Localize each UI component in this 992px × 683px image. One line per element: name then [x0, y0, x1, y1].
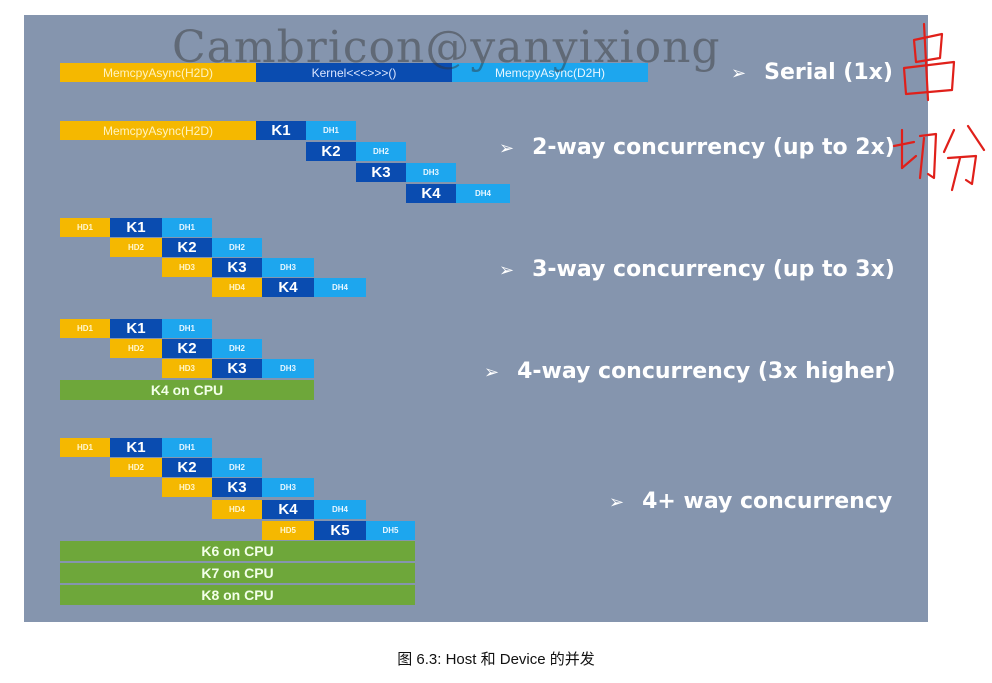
two-way-label: ➢ 2-way concurrency (up to 2x) [499, 135, 895, 160]
three-way-k2-block: K2 [162, 238, 212, 257]
four-way-dh3-block: DH3 [262, 359, 314, 378]
three-way-hd1-block: HD1 [60, 218, 110, 237]
two-way-dh1-block: DH1 [306, 121, 356, 140]
three-way-k3-block: K3 [212, 258, 262, 277]
four-plus-cpu-block-k7: K7 on CPU [60, 563, 415, 583]
four-way-k2-block: K2 [162, 339, 212, 358]
two-way-k3-block: K3 [356, 163, 406, 182]
four-plus-dh4-block: DH4 [314, 500, 366, 519]
four-way-k1-block: K1 [110, 319, 162, 338]
four-way-label: ➢ 4-way concurrency (3x higher) [484, 359, 896, 384]
four-way-cpu-block: K4 on CPU [60, 380, 314, 400]
three-way-k1-block: K1 [110, 218, 162, 237]
four-plus-dh3-block: DH3 [262, 478, 314, 497]
bullet-arrow-icon: ➢ [499, 260, 515, 281]
three-way-label-text: 3-way concurrency (up to 3x) [532, 257, 895, 282]
three-way-k4-block: K4 [262, 278, 314, 297]
serial-label-text: Serial (1x) [764, 60, 893, 85]
serial-kernel-block: Kernel<<<>>>() [256, 63, 452, 82]
four-plus-k3-block: K3 [212, 478, 262, 497]
three-way-hd4-block: HD4 [212, 278, 262, 297]
serial-h2d-block: MemcpyAsync(H2D) [60, 63, 256, 82]
handwritten-annotation [892, 22, 986, 192]
four-way-hd1-block: HD1 [60, 319, 110, 338]
two-way-dh3-block: DH3 [406, 163, 456, 182]
three-way-label: ➢ 3-way concurrency (up to 3x) [499, 257, 895, 282]
three-way-hd3-block: HD3 [162, 258, 212, 277]
two-way-dh2-block: DH2 [356, 142, 406, 161]
four-plus-k5-block: K5 [314, 521, 366, 540]
three-way-dh2-block: DH2 [212, 238, 262, 257]
four-plus-hd5-block: HD5 [262, 521, 314, 540]
two-way-label-text: 2-way concurrency (up to 2x) [532, 135, 895, 160]
four-plus-hd3-block: HD3 [162, 478, 212, 497]
diagram-slide: MemcpyAsync(H2D) Kernel<<<>>>() MemcpyAs… [24, 15, 928, 622]
two-way-k4-block: K4 [406, 184, 456, 203]
four-way-hd2-block: HD2 [110, 339, 162, 358]
four-plus-k1-block: K1 [110, 438, 162, 457]
four-way-dh2-block: DH2 [212, 339, 262, 358]
four-plus-k2-block: K2 [162, 458, 212, 477]
bullet-arrow-icon: ➢ [499, 138, 515, 159]
two-way-k1-block: K1 [256, 121, 306, 140]
four-plus-cpu-block-k6: K6 on CPU [60, 541, 415, 561]
three-way-hd2-block: HD2 [110, 238, 162, 257]
four-plus-hd4-block: HD4 [212, 500, 262, 519]
four-plus-label: ➢ 4+ way concurrency [609, 489, 892, 514]
figure-caption: 图 6.3: Host 和 Device 的并发 [397, 651, 595, 668]
four-plus-k4-block: K4 [262, 500, 314, 519]
four-plus-label-text: 4+ way concurrency [642, 489, 893, 514]
four-way-dh1-block: DH1 [162, 319, 212, 338]
bullet-arrow-icon: ➢ [609, 492, 625, 513]
four-way-k3-block: K3 [212, 359, 262, 378]
three-way-dh3-block: DH3 [262, 258, 314, 277]
four-plus-hd2-block: HD2 [110, 458, 162, 477]
two-way-dh4-block: DH4 [456, 184, 510, 203]
two-way-k2-block: K2 [306, 142, 356, 161]
four-plus-dh1-block: DH1 [162, 438, 212, 457]
serial-d2h-block: MemcpyAsync(D2H) [452, 63, 648, 82]
two-way-h2d-block: MemcpyAsync(H2D) [60, 121, 256, 140]
four-way-label-text: 4-way concurrency (3x higher) [517, 359, 896, 384]
four-plus-cpu-block-k8: K8 on CPU [60, 585, 415, 605]
bullet-arrow-icon: ➢ [484, 362, 500, 383]
handwriting-qiefen-glyph [892, 124, 986, 192]
four-plus-dh2-block: DH2 [212, 458, 262, 477]
serial-label: ➢ Serial (1x) [731, 60, 893, 85]
four-plus-dh5-block: DH5 [366, 521, 415, 540]
three-way-dh1-block: DH1 [162, 218, 212, 237]
watermark-text: Cambricon@yanyixiong [172, 22, 721, 73]
bullet-arrow-icon: ➢ [731, 63, 747, 84]
four-way-hd3-block: HD3 [162, 359, 212, 378]
four-plus-hd1-block: HD1 [60, 438, 110, 457]
three-way-dh4-block: DH4 [314, 278, 366, 297]
handwriting-chuan-glyph [902, 22, 956, 102]
